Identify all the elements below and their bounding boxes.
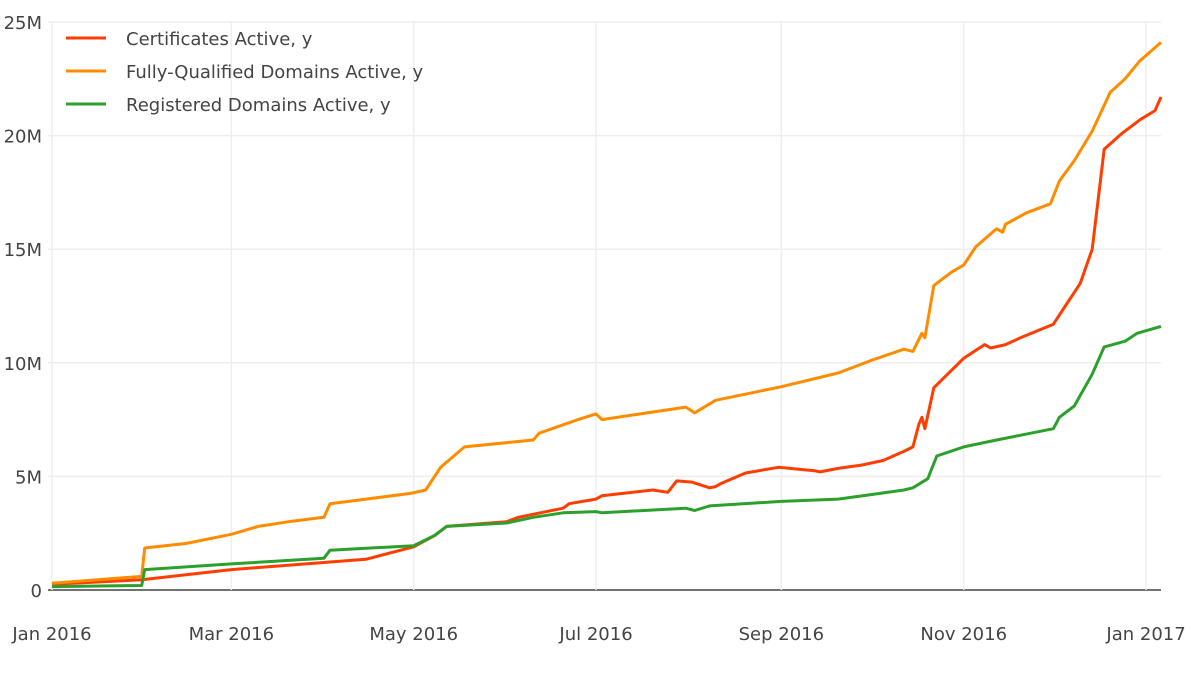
y-axis-ticks: 0 5M 10M 15M 20M 25M (4, 13, 42, 602)
x-tick-label: Nov 2016 (920, 624, 1007, 645)
x-tick-label: Sep 2016 (739, 624, 824, 645)
x-tick-label: Jan 2016 (11, 624, 91, 645)
legend-label: Fully-Qualified Domains Active, y (126, 62, 424, 83)
y-tick-label: 15M (4, 240, 42, 261)
legend-label: Registered Domains Active, y (126, 95, 391, 116)
y-tick-label: 10M (4, 354, 42, 375)
y-tick-label: 0 (31, 581, 42, 602)
x-tick-label: Jul 2016 (558, 624, 632, 645)
legend-label: Certificates Active, y (126, 29, 313, 50)
grid (48, 21, 1161, 591)
series-lines (51, 41, 1163, 589)
legend-item-1[interactable]: Fully-Qualified Domains Active, y (66, 62, 424, 83)
series-line-0 (51, 96, 1163, 586)
series-line-2 (51, 324, 1162, 589)
legend-item-2[interactable]: Registered Domains Active, y (66, 95, 391, 116)
x-tick-label: Mar 2016 (189, 624, 275, 645)
x-axis-ticks: Jan 2016 Mar 2016 May 2016 Jul 2016 Sep 2016… (11, 624, 1185, 645)
x-tick-label: May 2016 (369, 624, 458, 645)
y-tick-label: 25M (4, 13, 42, 34)
legend[interactable]: Certificates Active, y Fully-Qualified Do… (66, 29, 424, 116)
y-tick-label: 20M (4, 127, 42, 148)
legend-item-0[interactable]: Certificates Active, y (66, 29, 313, 50)
series-line-1 (51, 41, 1162, 585)
x-tick-label: Jan 2017 (1105, 624, 1185, 645)
y-tick-label: 5M (15, 467, 42, 488)
